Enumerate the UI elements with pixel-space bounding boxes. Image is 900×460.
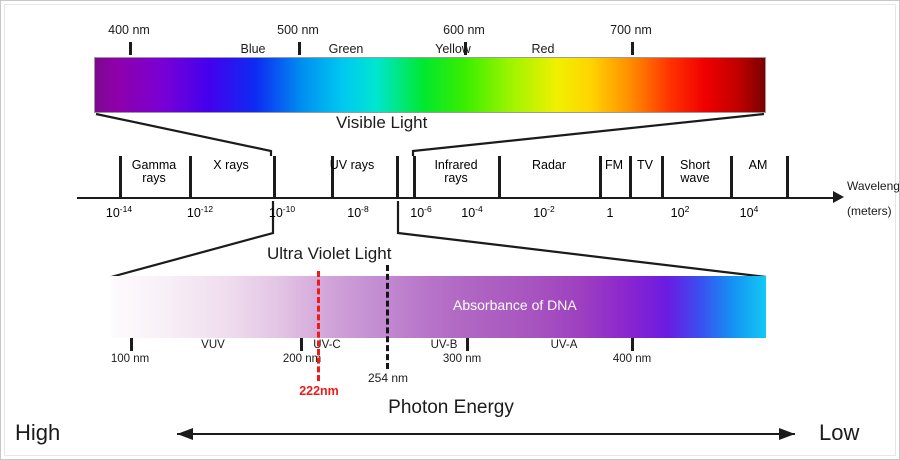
visible-label-400: 400 nm: [108, 23, 150, 37]
marker-line-254nm: [386, 265, 389, 369]
band-fm: FM: [604, 158, 624, 172]
exponent-label: 1: [606, 206, 614, 221]
exponent-label: 10-4: [461, 204, 483, 221]
band-separator: [498, 156, 501, 198]
marker-line-222nm: [317, 271, 320, 381]
band-separator: [273, 156, 276, 198]
band-separator: [730, 156, 733, 198]
uv-label-300: 300 nm: [442, 353, 482, 365]
band-am: AM: [748, 158, 768, 172]
exponent-label: 10-14: [105, 204, 133, 221]
uv-tick-200: [300, 338, 303, 351]
uv-region-uvb: UV-B: [430, 339, 458, 351]
band-infrared-rays: Infrared rays: [434, 158, 478, 185]
photon-energy-high-label: High: [15, 420, 61, 445]
photon-energy-title: Photon Energy: [388, 397, 514, 418]
band-gamma-rays: Gamma rays: [131, 158, 177, 185]
wavelength-axis-arrow: [833, 191, 844, 203]
band-separator: [599, 156, 602, 198]
photon-energy-low-label: Low: [819, 420, 860, 445]
uv-label-100: 100 nm: [110, 353, 150, 365]
exponent-label: 104: [739, 204, 759, 221]
band-x-rays: X rays: [213, 158, 249, 172]
marker-label-222nm: 222nm: [299, 384, 339, 398]
uv-label-200: 200 nm: [282, 353, 322, 365]
visible-light-title: Visible Light: [336, 113, 428, 132]
exponent-label: 102: [670, 204, 690, 221]
uv-region-uvc: UV-C: [313, 339, 341, 351]
absorbance-of-dna-label: Absorbance of DNA: [453, 297, 577, 313]
photon-energy-arrow: [177, 428, 795, 440]
exponent-label: 10-12: [186, 204, 214, 221]
wavelength-axis-label: Wavelength: [847, 179, 900, 193]
uv-label-400: 400 nm: [612, 353, 652, 365]
band-separator: [661, 156, 664, 198]
exponent-label: 10-2: [533, 204, 555, 221]
band-separator: [413, 156, 416, 198]
uv-spectrum-bar: [111, 276, 766, 338]
wavelength-axis-line: [77, 197, 837, 199]
color-label-yellow: Yellow: [435, 42, 471, 56]
band-uv-rays: UV rays: [329, 158, 375, 172]
visible-tick-400: [129, 42, 132, 55]
band-separator: [396, 156, 399, 198]
band-separator: [119, 156, 122, 198]
band-separator: [786, 156, 789, 198]
uv-region-vuv: VUV: [201, 339, 225, 351]
band-radar: Radar: [531, 158, 567, 172]
band-separator: [331, 156, 334, 198]
color-label-green: Green: [328, 42, 364, 56]
color-label-blue: Blue: [240, 42, 266, 56]
visible-label-500: 500 nm: [277, 23, 319, 37]
visible-tick-600: [464, 42, 467, 55]
visible-tick-500: [298, 42, 301, 55]
uv-tick-400: [631, 338, 634, 351]
band-short-wave: Short wave: [680, 158, 710, 185]
color-label-red: Red: [531, 42, 555, 56]
band-tv: TV: [637, 158, 653, 172]
wavelength-axis-units: (meters): [847, 204, 892, 218]
visible-label-600: 600 nm: [443, 23, 485, 37]
uv-region-uva: UV-A: [550, 339, 578, 351]
band-separator: [189, 156, 192, 198]
exponent-label: 10-6: [410, 204, 432, 221]
band-separator: [629, 156, 632, 198]
exponent-label: 10-10: [268, 204, 296, 221]
uv-tick-100: [130, 338, 133, 351]
uv-tick-300: [466, 338, 469, 351]
visible-tick-700: [631, 42, 634, 55]
uv-panel-title: Ultra Violet Light: [267, 244, 392, 263]
marker-label-254nm: 254 nm: [367, 371, 409, 385]
exponent-label: 10-8: [347, 204, 369, 221]
visible-label-700: 700 nm: [610, 23, 652, 37]
visible-light-spectrum-bar: [94, 57, 766, 113]
